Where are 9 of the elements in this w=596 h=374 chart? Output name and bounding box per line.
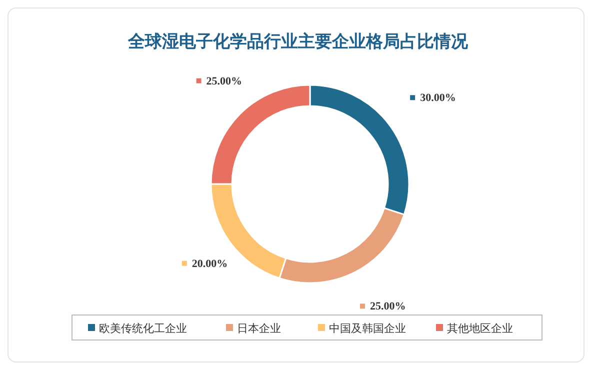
chart-title: 全球湿电子化学品行业主要企业格局占比情况 bbox=[127, 32, 469, 52]
legend-label: 其他地区企业 bbox=[447, 322, 513, 335]
data-label: 25.00% bbox=[206, 75, 242, 88]
legend-label: 日本企业 bbox=[237, 322, 281, 335]
legend-label: 欧美传统化工企业 bbox=[99, 322, 187, 335]
data-label: 30.00% bbox=[420, 92, 456, 104]
data-label: 20.00% bbox=[192, 258, 228, 270]
legend-label: 中国及韩国企业 bbox=[329, 322, 406, 335]
data-label: 25.00% bbox=[370, 300, 406, 313]
